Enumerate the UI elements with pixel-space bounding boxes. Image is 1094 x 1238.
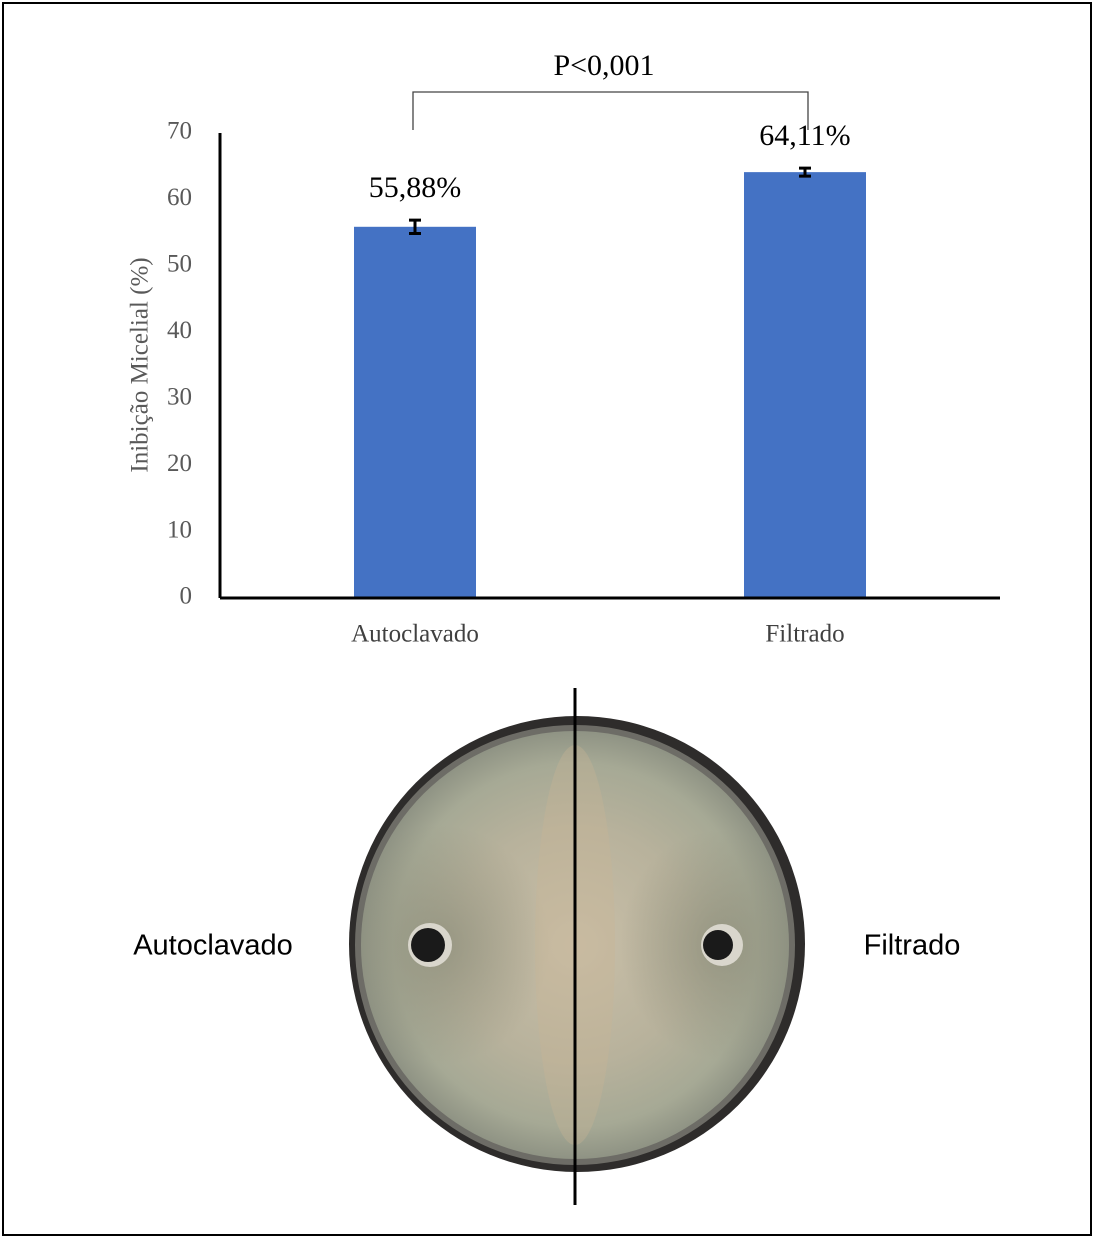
y-tick-label: 50 xyxy=(167,251,192,278)
well xyxy=(411,928,445,962)
photo-label: Autoclavado xyxy=(133,930,293,962)
bar xyxy=(744,172,866,598)
value-label: 64,11% xyxy=(759,119,850,152)
y-tick-label: 60 xyxy=(167,184,192,211)
y-tick-label: 20 xyxy=(167,450,192,477)
y-tick-label: 30 xyxy=(167,383,192,410)
y-tick-label: 10 xyxy=(167,516,192,543)
x-tick-label: Autoclavado xyxy=(351,621,479,648)
value-label: 55,88% xyxy=(369,171,462,204)
y-tick-label: 0 xyxy=(180,583,193,610)
photo-label: Filtrado xyxy=(864,930,961,962)
bar xyxy=(354,227,476,598)
figure: P<0,001 Inibição Micelial (%) 0 10 20 30 40 5… xyxy=(0,0,1094,1238)
y-tick-label: 40 xyxy=(167,317,192,344)
x-tick-label: Filtrado xyxy=(765,621,844,648)
y-axis-title: Inibição Micelial (%) xyxy=(127,257,154,472)
y-tick-label: 70 xyxy=(167,118,192,145)
annotation: P<0,001 xyxy=(553,49,654,82)
well xyxy=(703,930,733,960)
